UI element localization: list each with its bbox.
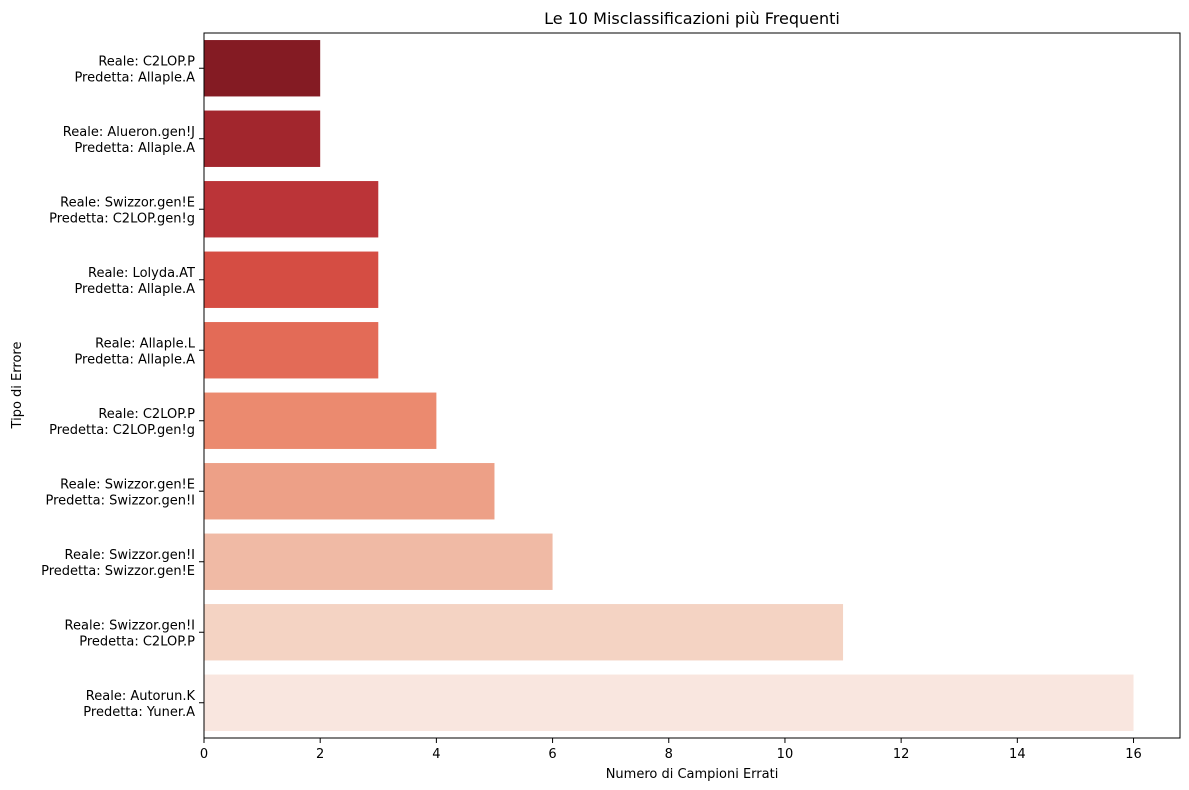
y-axis-label: Tipo di Errore: [10, 342, 25, 430]
y-tick-label: Reale: Alueron.gen!J Predetta: Allaple.A: [63, 125, 195, 156]
x-tick-label: 0: [200, 747, 208, 762]
bar-8: [204, 533, 553, 590]
x-tick-label: 14: [1009, 747, 1026, 762]
x-axis-ticks: 0 2 4 6 8 10 12 14 16: [200, 738, 1142, 762]
bar-7: [204, 463, 495, 520]
x-tick-label: 8: [665, 747, 673, 762]
y-tick-label-line: Predetta: Yuner.A: [83, 705, 195, 720]
y-tick-label-line: Reale: Alueron.gen!J: [63, 125, 195, 140]
y-tick-label-line: Reale: Swizzor.gen!I: [65, 548, 195, 563]
y-tick-label: Reale: Swizzor.gen!I Predetta: C2LOP.P: [65, 618, 196, 649]
x-tick-label: 4: [432, 747, 440, 762]
bar-2: [204, 110, 321, 167]
y-tick-label: Reale: Swizzor.gen!E Predetta: Swizzor.ge…: [45, 477, 195, 508]
bar-3: [204, 181, 379, 238]
x-axis-label: Numero di Campioni Errati: [606, 767, 779, 782]
x-tick-label: 16: [1125, 747, 1142, 762]
y-tick-label: Reale: Swizzor.gen!I Predetta: Swizzor.ge…: [41, 548, 195, 579]
bar-10: [204, 674, 1134, 731]
y-tick-label: Reale: Swizzor.gen!E Predetta: C2LOP.gen!…: [49, 195, 195, 226]
y-axis-ticks: Reale: C2LOP.P Predetta: Allaple.AReale: …: [41, 54, 204, 720]
y-tick-label-line: Predetta: Allaple.A: [74, 141, 195, 156]
x-tick-label: 2: [316, 747, 324, 762]
plot-frame: [203, 32, 1181, 739]
x-tick-label: 12: [893, 747, 910, 762]
x-tick-label: 10: [777, 747, 794, 762]
bar-9: [204, 604, 844, 661]
y-tick-label-line: Reale: C2LOP.P: [98, 54, 195, 69]
bar-4: [204, 251, 379, 308]
y-tick-label-line: Predetta: Swizzor.gen!E: [41, 564, 195, 579]
y-tick-label: Reale: C2LOP.P Predetta: C2LOP.gen!g: [49, 407, 195, 438]
y-tick-label-line: Reale: Lolyda.AT: [88, 266, 195, 281]
x-tick-label: 6: [548, 747, 556, 762]
y-tick-label: Reale: Autorun.K Predetta: Yuner.A: [83, 689, 195, 720]
y-tick-label-line: Predetta: Allaple.A: [74, 352, 195, 367]
bar-1: [204, 40, 321, 97]
y-tick-label-line: Predetta: Allaple.A: [74, 70, 195, 85]
y-tick-label-line: Reale: Swizzor.gen!I: [65, 618, 195, 633]
y-tick-label-line: Reale: Autorun.K: [86, 689, 196, 704]
y-tick-label-line: Predetta: Swizzor.gen!I: [45, 493, 195, 508]
y-tick-label-line: Predetta: C2LOP.gen!g: [49, 423, 195, 438]
bar-6: [204, 392, 437, 449]
y-tick-label-line: Predetta: C2LOP.P: [79, 634, 195, 649]
y-tick-label-line: Reale: C2LOP.P: [98, 407, 195, 422]
bar-5: [204, 322, 379, 379]
y-tick-label-line: Predetta: Allaple.A: [74, 282, 195, 297]
y-tick-label: Reale: Allaple.L Predetta: Allaple.A: [74, 336, 195, 367]
y-tick-label-line: Reale: Allaple.L: [95, 336, 196, 351]
y-tick-label-line: Predetta: C2LOP.gen!g: [49, 211, 195, 226]
y-tick-label: Reale: Lolyda.AT Predetta: Allaple.A: [74, 266, 195, 297]
chart-title: Le 10 Misclassificazioni più Frequenti: [544, 9, 840, 28]
bars-group: [204, 40, 1134, 731]
y-tick-label: Reale: C2LOP.P Predetta: Allaple.A: [74, 54, 195, 85]
y-tick-label-line: Reale: Swizzor.gen!E: [60, 477, 195, 492]
y-tick-label-line: Reale: Swizzor.gen!E: [60, 195, 195, 210]
